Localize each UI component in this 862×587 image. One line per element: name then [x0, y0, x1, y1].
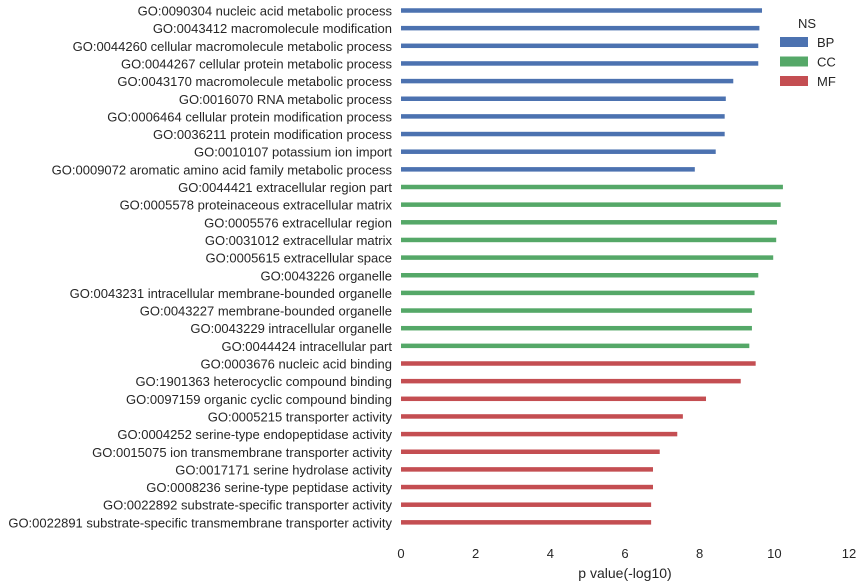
bar-go-0090304: [401, 8, 763, 13]
x-tick-label: 4: [547, 546, 554, 561]
category-label: GO:0015075 ion transmembrane transporter…: [92, 445, 392, 460]
category-label: GO:0003676 nucleic acid binding: [200, 357, 392, 372]
bar-go-0008236: [401, 484, 653, 490]
x-tick-label: 0: [397, 546, 404, 561]
category-label: GO:0005578 proteinaceous extracellular m…: [120, 198, 393, 213]
category-label: GO:0043226 organelle: [260, 268, 392, 283]
bar-go-0043170: [401, 78, 734, 84]
bar-go-0043227: [401, 308, 752, 313]
bar-go-0044424: [401, 343, 750, 349]
bar-go-0003676: [401, 361, 756, 366]
legend-swatch-bp: [780, 37, 808, 47]
category-label: GO:0043412 macromolecule modification: [153, 21, 392, 36]
bar-go-0043231: [401, 290, 755, 296]
bar-go-0010107: [401, 149, 716, 154]
bar-go-0043226: [401, 273, 759, 278]
category-label: GO:0006464 cellular protein modification…: [107, 109, 392, 124]
category-label: GO:0010107 potassium ion import: [194, 145, 392, 160]
category-label: GO:0022892 substrate-specific transporte…: [103, 498, 393, 513]
category-label: GO:0036211 protein modification process: [153, 127, 392, 142]
bar-go-0022891: [401, 520, 652, 525]
legend-label-bp: BP: [817, 35, 834, 50]
category-labels: GO:0090304 nucleic acid metabolic proces…: [8, 4, 392, 531]
category-label: GO:0044260 cellular macromolecule metabo…: [73, 39, 393, 54]
bar-go-0004252: [401, 431, 678, 437]
bar-go-0005215: [401, 414, 683, 419]
bar-go-0009072: [401, 167, 695, 172]
legend-label-mf: MF: [817, 74, 836, 89]
x-tick-label: 6: [621, 546, 628, 561]
bar-go-0044421: [401, 184, 783, 190]
category-label: GO:0017171 serine hydrolase activity: [175, 462, 392, 477]
category-label: GO:0044424 intracellular part: [221, 339, 392, 354]
legend-swatch-mf: [780, 76, 808, 86]
category-label: GO:0016070 RNA metabolic process: [179, 92, 393, 107]
x-tick-label: 8: [696, 546, 703, 561]
category-label: GO:0005615 extracellular space: [206, 251, 392, 266]
bar-go-0015075: [401, 449, 660, 454]
category-label: GO:0044267 cellular protein metabolic pr…: [121, 56, 392, 71]
bar-go-0044260: [401, 43, 759, 49]
bar-go-0005615: [401, 255, 774, 260]
bar-go-0005578: [401, 202, 781, 207]
bar-go-0043229: [401, 325, 752, 331]
category-label: GO:0022891 substrate-specific transmembr…: [8, 515, 392, 530]
bar-go-0022892: [401, 502, 652, 507]
category-label: GO:0044421 extracellular region part: [178, 180, 392, 195]
legend-title: NS: [798, 16, 816, 31]
bar-go-0043412: [401, 25, 760, 31]
category-label: GO:0090304 nucleic acid metabolic proces…: [138, 4, 393, 19]
category-label: GO:0043229 intracellular organelle: [190, 321, 392, 336]
bar-go-0044267: [401, 61, 759, 66]
category-label: GO:0005215 transporter activity: [208, 409, 393, 424]
category-label: GO:0043170 macromolecule metabolic proce…: [117, 74, 392, 89]
x-tick-label: 12: [842, 546, 856, 561]
legend-label-cc: CC: [817, 55, 836, 70]
bar-go-1901363: [401, 378, 741, 384]
category-label: GO:1901363 heterocyclic compound binding: [135, 374, 392, 389]
bar-go-0097159: [401, 396, 707, 402]
bar-go-0016070: [401, 96, 726, 101]
bar-go-0031012: [401, 237, 777, 243]
x-tick-label: 10: [767, 546, 781, 561]
category-label: GO:0004252 serine-type endopeptidase act…: [117, 427, 392, 442]
category-label: GO:0097159 organic cyclic compound bindi…: [126, 392, 392, 407]
x-tick-label: 2: [472, 546, 479, 561]
category-label: GO:0043227 membrane-bounded organelle: [140, 304, 392, 319]
category-label: GO:0031012 extracellular matrix: [205, 233, 393, 248]
bar-go-0005576: [401, 220, 777, 225]
legend-swatch-cc: [780, 56, 808, 67]
category-label: GO:0005576 extracellular region: [204, 215, 392, 230]
bar-go-0006464: [401, 114, 725, 119]
category-label: GO:0008236 serine-type peptidase activit…: [146, 480, 392, 495]
bar-go-0017171: [401, 467, 653, 472]
legend: NS BP CC MF: [780, 16, 836, 89]
x-axis-ticks: 0 2 4 6 8 10 12: [397, 546, 856, 561]
x-axis-label: p value(-log10): [578, 565, 671, 581]
bars-layer: [401, 8, 783, 525]
bar-go-0036211: [401, 131, 725, 137]
category-label: GO:0043231 intracellular membrane-bounde…: [70, 286, 392, 301]
legend-entries: BP CC MF: [780, 35, 836, 89]
category-label: GO:0009072 aromatic amino acid family me…: [52, 162, 393, 177]
